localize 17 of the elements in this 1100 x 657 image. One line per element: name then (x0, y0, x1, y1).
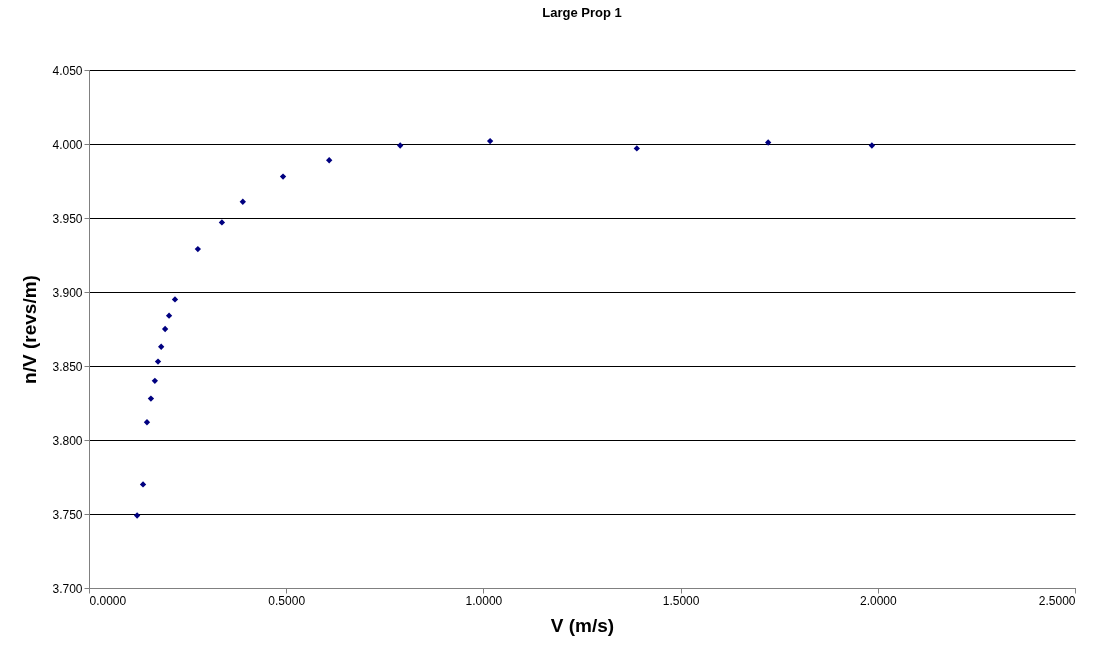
y-tick-label: 3.700 (52, 581, 83, 596)
x-tick-label: 2.5000 (1038, 593, 1076, 608)
y-axis-title: n/V (revs/m) (19, 275, 41, 384)
y-tick-label: 3.850 (52, 359, 83, 374)
chart-title: Large Prop 1 (542, 5, 622, 20)
x-axis-title: V (m/s) (550, 614, 615, 636)
x-tick-label: 0.0000 (89, 593, 127, 608)
y-tick-label: 4.000 (52, 137, 83, 152)
y-tick-label: 3.900 (52, 285, 83, 300)
y-tick-label: 4.050 (52, 63, 83, 78)
y-tick-label: 3.950 (52, 211, 83, 226)
y-tick-label: 3.800 (52, 433, 83, 448)
x-tick-label: 1.5000 (662, 593, 700, 608)
x-tick-label: 1.0000 (465, 593, 503, 608)
x-tick-label: 0.5000 (268, 593, 306, 608)
x-tick-label: 2.0000 (859, 593, 897, 608)
y-tick-label: 3.750 (52, 507, 83, 522)
